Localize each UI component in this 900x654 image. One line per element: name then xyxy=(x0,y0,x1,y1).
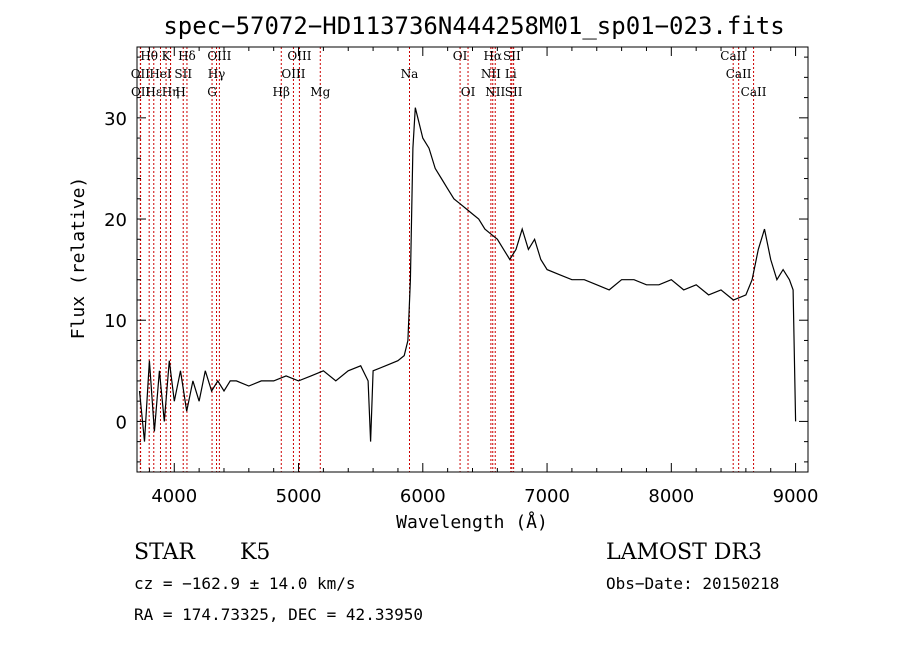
x-tick-label: 7000 xyxy=(524,486,570,507)
line-marker-label: NII xyxy=(481,67,501,81)
x-tick-label: 6000 xyxy=(400,486,446,507)
redshift-text: cz = −162.9 ± 14.0 km/s xyxy=(134,574,356,593)
line-marker-label: OIII xyxy=(281,67,305,81)
line-marker-label: SII xyxy=(174,67,192,81)
object-class: STAR xyxy=(134,540,196,565)
line-marker-label: Na xyxy=(401,67,419,81)
line-marker-label: NII xyxy=(485,85,505,99)
axis-ticks: 4000 5000 6000 7000 8000 9000 0 10 20 30 xyxy=(104,47,818,507)
x-axis-label: Wavelength (Å) xyxy=(396,511,548,533)
y-tick-label: 30 xyxy=(104,109,127,130)
line-marker-label: OII xyxy=(131,67,151,81)
line-marker-label: HeI xyxy=(149,67,172,81)
line-marker-label: OI xyxy=(461,85,476,99)
line-marker-label: Hβ xyxy=(273,85,290,99)
coordinates-text: RA = 174.73325, DEC = 42.33950 xyxy=(134,605,423,624)
line-marker-label: Hδ xyxy=(178,49,196,63)
line-marker-label: OI xyxy=(453,49,468,63)
line-marker-label: Li xyxy=(505,67,517,81)
line-marker-label: CaII xyxy=(726,67,752,81)
line-marker-label: SII xyxy=(503,49,521,63)
x-tick-label: 5000 xyxy=(276,486,322,507)
line-marker-label: CaII xyxy=(741,85,767,99)
chart-title: spec−57072−HD113736N444258M01_sp01−023.f… xyxy=(163,12,784,40)
obs-date-text: Obs−Date: 20150218 xyxy=(606,574,779,593)
y-tick-label: 20 xyxy=(104,210,127,231)
x-tick-label: 9000 xyxy=(773,486,819,507)
survey-name: LAMOST DR3 xyxy=(606,540,762,565)
line-marker-label: Hθ xyxy=(140,49,158,63)
y-axis-label: Flux (relative) xyxy=(68,177,89,340)
y-tick-label: 10 xyxy=(104,311,127,332)
line-marker-label: SII xyxy=(505,85,523,99)
line-marker-label: Hη xyxy=(162,85,180,99)
line-marker-label: Hγ xyxy=(208,67,226,81)
line-marker-label: H xyxy=(175,85,185,99)
y-tick-label: 0 xyxy=(116,412,127,433)
line-marker-label: OII xyxy=(131,85,151,99)
spectral-line-markers xyxy=(139,47,755,472)
x-tick-label: 4000 xyxy=(151,486,197,507)
line-marker-label: Hε xyxy=(145,85,162,99)
x-tick-label: 8000 xyxy=(648,486,694,507)
line-marker-label: CaII xyxy=(720,49,746,63)
line-marker-label: OIII xyxy=(207,49,231,63)
plot-frame xyxy=(136,46,809,473)
line-marker-label: K xyxy=(162,49,172,63)
line-marker-label: G xyxy=(207,85,217,99)
object-subclass: K5 xyxy=(240,540,270,565)
spectrum-line xyxy=(138,107,797,442)
line-marker-label: Mg xyxy=(310,85,330,99)
line-marker-label: OIII xyxy=(287,49,311,63)
line-marker-label: Hα xyxy=(483,49,502,63)
